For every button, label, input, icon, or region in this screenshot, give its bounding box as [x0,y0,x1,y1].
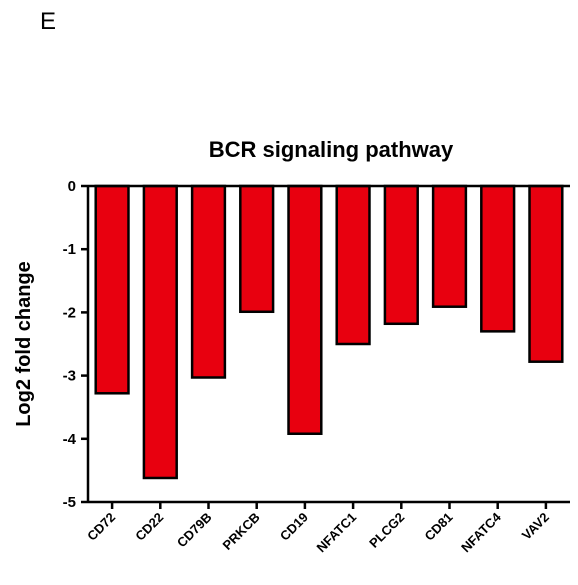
y-tick-label: 0 [68,178,76,195]
axes-layer [86,184,570,504]
bar-cd79b [190,184,227,379]
x-tick-label-nfatc4: NFATC4 [458,509,504,555]
bar-cd72 [94,184,130,395]
bar-cd19 [287,184,323,435]
x-tick-label-cd79b: CD79B [174,510,215,551]
x-tick-label-vav2: VAV2 [519,510,552,543]
y-axis-label: Log2 fold change [13,261,35,427]
bar-nfatc1 [335,184,371,346]
bar-cd22 [142,184,178,480]
x-tick-label-cd19: CD19 [277,510,311,544]
bar-vav2 [528,184,564,363]
y-tick-label: -5 [63,494,76,511]
x-tick-label-cd72: CD72 [84,510,118,544]
x-tick-label-prkcb: PRKCB [220,510,263,553]
bar-prkcb [239,184,275,314]
x-tick-label-nfatc1: NFATC1 [314,510,360,556]
bar-cd81 [431,184,468,308]
bars-layer [94,184,564,480]
bar-nfatc4 [480,184,516,333]
y-tick-label: -2 [63,304,76,321]
x-ticks: CD72 CD22 CD79B PRKCB CD19 NFATC1 PLCG2 CD81 NFA… [84,502,552,555]
x-tick-label-plcg2: PLCG2 [366,510,407,551]
x-tick-label-cd81: CD81 [422,510,456,544]
x-tick-label-cd22: CD22 [132,510,166,544]
chart-title: BCR signaling pathway [209,137,454,162]
y-ticks: 0 -1 -2 -3 -4 -5 [63,178,88,511]
y-tick-label: -1 [63,241,76,258]
y-tick-label: -3 [63,368,76,385]
panel-label: E [40,8,57,35]
bar-plcg2 [383,184,419,326]
y-tick-label: -4 [63,431,77,448]
